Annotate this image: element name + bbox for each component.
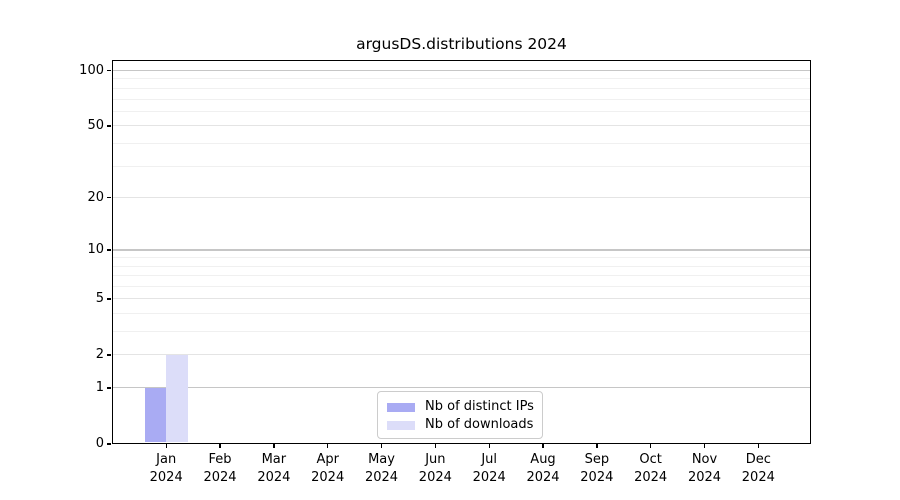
x-tick-label: Jun 2024 [418,452,452,485]
y-tick [107,197,111,199]
y-tick [107,125,111,127]
y-tick-label: 20 [87,189,104,205]
legend-label-distinct-ips: Nb of distinct IPs [425,399,534,414]
gridline-minor [113,265,810,267]
legend-label-downloads: Nb of downloads [425,417,534,432]
y-tick [107,69,111,72]
x-tick [219,444,221,448]
legend: Nb of distinct IPs Nb of downloads [377,391,543,439]
legend-swatch-distinct-ips-icon [387,402,415,412]
x-tick [380,444,383,448]
x-tick-label: Sep 2024 [580,452,614,485]
x-tick [596,444,598,448]
x-tick [434,444,437,448]
x-tick-label: Nov 2024 [687,452,722,485]
x-tick [542,444,544,448]
gridline-major [113,298,810,300]
gridline-major [113,197,810,198]
y-tick [107,443,111,445]
y-tick [107,249,111,251]
gridline-minor [113,78,810,80]
x-tick [327,444,329,448]
y-tick-label: 50 [87,117,104,133]
x-tick-label: Apr 2024 [311,452,345,485]
bar-distinct-ips [144,387,167,443]
gridline-decade [113,249,810,251]
gridline-minor [113,313,810,315]
legend-swatch-downloads-icon [387,420,415,430]
y-tick-label: 10 [87,241,104,257]
legend-item-downloads: Nb of downloads [387,416,533,434]
y-tick [107,298,111,300]
y-tick [107,387,111,389]
x-tick [488,444,490,448]
gridline-minor [113,286,810,288]
gridline-minor [113,142,810,144]
gridline-minor [113,275,810,277]
y-tick-label: 2 [95,347,104,363]
y-tick [107,354,111,356]
x-tick-label: Aug 2024 [526,452,560,485]
x-tick-label: Feb 2024 [203,452,237,485]
bar-downloads [166,355,188,443]
x-tick [165,444,167,448]
gridline-major [113,354,810,356]
gridline-major [113,125,810,127]
y-tick-label: 5 [95,290,104,306]
gridline-minor [113,331,810,333]
gridline-minor [113,257,810,259]
x-tick [273,444,275,448]
chart-title: argusDS.distributions 2024 [356,35,567,53]
x-tick-label: Dec 2024 [741,452,775,485]
x-tick-label: Jul 2024 [472,452,506,485]
legend-item-distinct-ips: Nb of distinct IPs [387,398,534,416]
gridline-minor [113,87,810,89]
plot-area [112,60,811,444]
x-tick [650,444,652,448]
x-tick-label: May 2024 [364,452,399,485]
x-tick [703,444,706,448]
gridline-minor [113,165,810,167]
x-tick-label: Mar 2024 [257,452,291,485]
gridline-decade [113,387,810,389]
y-tick-label: 100 [79,62,104,78]
gridline-decade [113,69,810,72]
gridline-minor [113,98,810,100]
x-tick-label: Jan 2024 [149,452,183,485]
x-tick [757,444,760,448]
y-tick-label: 1 [95,379,104,395]
y-tick-label: 0 [95,436,104,451]
gridline-minor [113,110,810,112]
x-tick-label: Oct 2024 [634,452,668,485]
